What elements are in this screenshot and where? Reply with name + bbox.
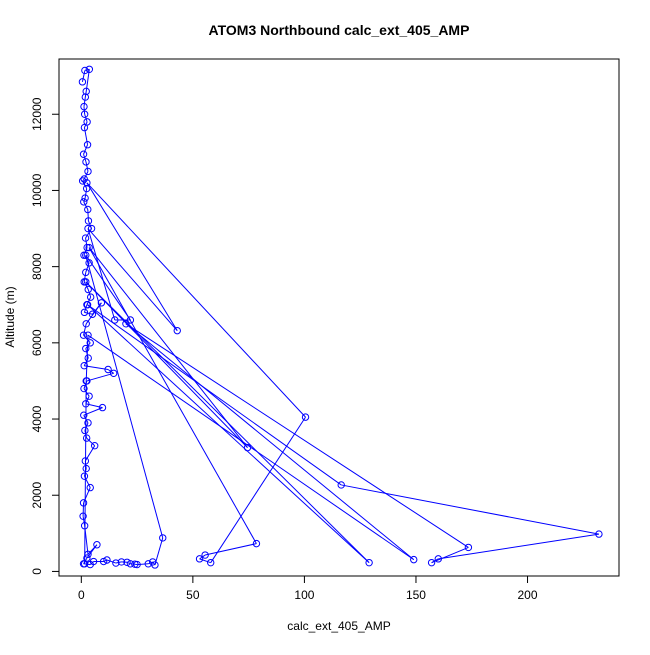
- y-tick-label: 2000: [30, 482, 44, 509]
- x-tick-label: 50: [186, 588, 200, 602]
- x-tick-label: 0: [78, 588, 85, 602]
- x-tick-label: 150: [406, 588, 426, 602]
- y-tick-label: 6000: [30, 329, 44, 356]
- y-tick-label: 12000: [30, 97, 44, 131]
- series-line-segment: [88, 209, 89, 220]
- x-axis-label: calc_ext_405_AMP: [287, 619, 390, 633]
- x-tick-label: 100: [294, 588, 314, 602]
- y-tick-label: 8000: [30, 253, 44, 280]
- y-axis-label: Altitude (m): [3, 286, 17, 347]
- y-tick-label: 10000: [30, 173, 44, 207]
- y-tick-label: 4000: [30, 405, 44, 432]
- chart-title: ATOM3 Northbound calc_ext_405_AMP: [209, 22, 470, 38]
- y-tick-label: 0: [30, 568, 44, 575]
- x-tick-label: 200: [518, 588, 538, 602]
- series-line-segment: [84, 107, 85, 115]
